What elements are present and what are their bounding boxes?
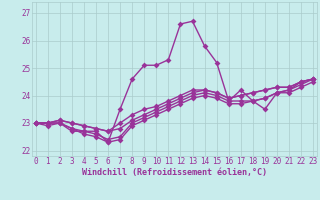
X-axis label: Windchill (Refroidissement éolien,°C): Windchill (Refroidissement éolien,°C) bbox=[82, 168, 267, 177]
